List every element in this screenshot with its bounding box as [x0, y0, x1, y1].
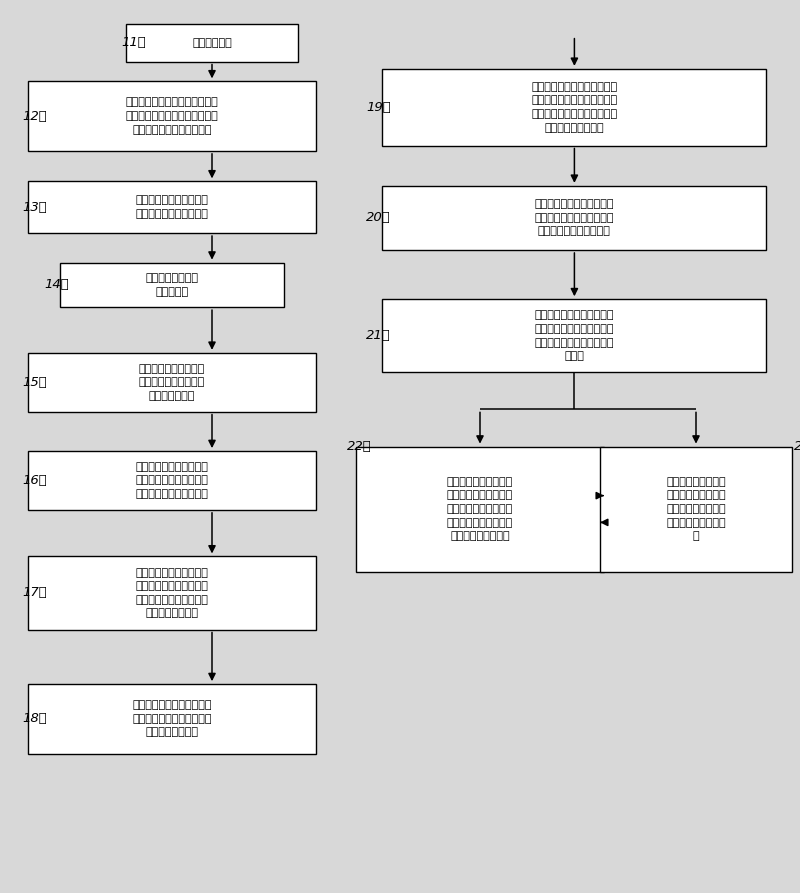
Text: 进行置晶侧与球侧线路
层的制作，完成具完整
图案化的置晶侧线路层
与已图案化但仍完全电
性短路的球侧线路层: 进行置晶侧与球侧线路 层的制作，完成具完整 图案化的置晶侧线路层 与已图案化但仍…: [447, 477, 513, 541]
FancyBboxPatch shape: [60, 263, 284, 307]
Text: 20～: 20～: [366, 212, 391, 224]
Text: 15～: 15～: [22, 376, 47, 388]
Text: 17～: 17～: [22, 587, 47, 599]
FancyBboxPatch shape: [28, 451, 316, 510]
FancyBboxPatch shape: [28, 81, 316, 151]
FancyBboxPatch shape: [28, 556, 316, 630]
Text: 分别于第二金属层上形成具数
个第三开口的第三阻层，以及
于铜核基板的第二面上形成完
全覆盖状的第四阻层: 分别于第二金属层上形成具数 个第三开口的第三阻层，以及 于铜核基板的第二面上形成…: [531, 82, 618, 132]
FancyBboxPatch shape: [382, 186, 766, 250]
FancyBboxPatch shape: [28, 353, 316, 412]
Text: 14～: 14～: [44, 279, 69, 291]
Text: 21～: 21～: [366, 330, 391, 342]
Text: 19～: 19～: [366, 101, 391, 113]
Text: 12～: 12～: [22, 110, 47, 122]
Text: 23～: 23～: [794, 440, 800, 453]
FancyBboxPatch shape: [382, 299, 766, 372]
Text: 22～: 22～: [347, 440, 372, 453]
Text: 以镭射钻孔方式于第一金
属层与第一介电层上形成
数个第二开口，并显露部
分铜核基板第一面: 以镭射钻孔方式于第一金 属层与第一介电层上形成 数个第二开口，并显露部 分铜核基…: [135, 568, 209, 618]
Text: 以直接压合或印刷方式
于数个第一凹槽内形成
第一电性阻绝层: 以直接压合或印刷方式 于数个第一凹槽内形成 第一电性阻绝层: [139, 363, 205, 401]
FancyBboxPatch shape: [28, 181, 316, 233]
Text: 11～: 11～: [122, 37, 146, 49]
Text: 以无电电镀或电镀方式于数
个第二开口中及第一金属层
上形成第二金属层: 以无电电镀或电镀方式于数 个第二开口中及第一金属层 上形成第二金属层: [132, 700, 212, 738]
FancyBboxPatch shape: [356, 446, 604, 572]
FancyBboxPatch shape: [126, 24, 298, 62]
Text: 于铜核基板的第一面与第
一电性阻绝层上直接压合
第一介电层及第一金属层: 于铜核基板的第一面与第 一电性阻绝层上直接压合 第一介电层及第一金属层: [135, 462, 209, 499]
Text: 以蚀刻方式于数个第一开
口下方形成数个第一凹槽: 以蚀刻方式于数个第一开 口下方形成数个第一凹槽: [135, 196, 209, 219]
Text: 以蚀刻方式移除第三开口下
方的第二金属层及第一金属
层，并形成一第一线路层: 以蚀刻方式移除第三开口下 方的第二金属层及第一金属 层，并形成一第一线路层: [534, 199, 614, 237]
Text: 16～: 16～: [22, 474, 47, 487]
Text: 进行线路增层结构的
制作，完成具有铜核
基板支撑并具电性连
接的双层增层线路基
板: 进行线路增层结构的 制作，完成具有铜核 基板支撑并具电性连 接的双层增层线路基 …: [666, 477, 726, 541]
FancyBboxPatch shape: [28, 684, 316, 754]
Text: 以剥离方式移除第二、四阻
层，完成具有铜核基板支撑
并具电性连接的单层增层线
路基板: 以剥离方式移除第二、四阻 层，完成具有铜核基板支撑 并具电性连接的单层增层线 路…: [534, 311, 614, 361]
FancyBboxPatch shape: [600, 446, 792, 572]
Text: 18～: 18～: [22, 713, 47, 725]
FancyBboxPatch shape: [382, 69, 766, 146]
Text: 分别于铜核基板的第一、二面上
各形成具数个第一开口的第一阻
层及完全覆盖状的第二阻层: 分别于铜核基板的第一、二面上 各形成具数个第一开口的第一阻 层及完全覆盖状的第二…: [126, 97, 218, 135]
Text: 13～: 13～: [22, 201, 47, 213]
Text: 提供铜核基板: 提供铜核基板: [192, 38, 232, 48]
Text: 以剥离方式移除第
一、二阻层: 以剥离方式移除第 一、二阻层: [146, 273, 198, 296]
